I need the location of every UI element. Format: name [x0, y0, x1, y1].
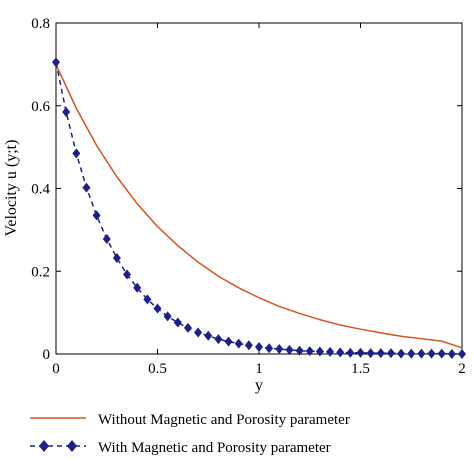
legend-label-with: With Magnetic and Porosity parameter: [98, 440, 331, 456]
series-layer: [52, 57, 466, 359]
data-point-with-magnetic: [92, 210, 101, 221]
data-point-with-magnetic: [52, 57, 60, 68]
y-tick-label: 0: [43, 347, 51, 363]
data-point-with-magnetic: [427, 348, 436, 359]
data-point-with-magnetic: [376, 348, 385, 359]
data-point-with-magnetic: [194, 327, 203, 338]
x-tick-label: 2: [458, 361, 466, 377]
data-point-with-magnetic: [72, 148, 81, 159]
x-tick-label: 1: [255, 361, 263, 377]
legend-marker-with-2: [67, 440, 77, 452]
data-point-with-magnetic: [295, 345, 304, 356]
x-axis-label: y: [255, 377, 263, 394]
data-point-with-magnetic: [366, 348, 375, 359]
data-point-with-magnetic: [386, 348, 395, 359]
data-point-with-magnetic: [62, 106, 71, 117]
series-line-without-magnetic: [55, 64, 463, 349]
data-point-with-magnetic: [123, 269, 132, 280]
data-point-with-magnetic: [397, 348, 406, 359]
data-point-with-magnetic: [244, 340, 253, 351]
data-point-with-magnetic: [437, 348, 446, 359]
data-point-with-magnetic: [285, 344, 294, 355]
data-point-with-magnetic: [447, 349, 456, 359]
y-axis-label: Velocity u (y;t): [3, 140, 20, 237]
data-point-with-magnetic: [255, 341, 263, 352]
data-point-with-magnetic: [153, 303, 162, 314]
data-point-with-magnetic: [214, 334, 223, 345]
data-point-with-magnetic: [173, 317, 182, 328]
data-point-with-magnetic: [163, 311, 172, 322]
y-tick-label: 0.4: [31, 182, 50, 198]
axis-ticks: 0 0.5 1 1.5 2 0 0.2 0.4 0.6 0.8: [31, 16, 466, 377]
data-point-with-magnetic: [275, 344, 284, 355]
data-point-with-magnetic: [234, 338, 243, 349]
data-point-with-magnetic: [336, 347, 345, 358]
plot-frame: [55, 22, 463, 355]
legend-label-without: Without Magnetic and Porosity parameter: [98, 412, 350, 428]
data-point-with-magnetic: [458, 349, 466, 359]
y-tick-label: 0.2: [31, 264, 50, 280]
data-point-with-magnetic: [224, 336, 233, 347]
data-point-with-magnetic: [346, 347, 355, 358]
legend-marker-with-1: [39, 440, 49, 452]
data-point-with-magnetic: [265, 343, 274, 354]
data-point-with-magnetic: [112, 253, 121, 264]
data-point-with-magnetic: [143, 294, 152, 305]
data-point-with-magnetic: [133, 282, 142, 293]
data-point-with-magnetic: [315, 346, 324, 357]
x-tick-label: 0: [52, 361, 60, 377]
series-line-with-magnetic: [55, 62, 462, 355]
data-point-with-magnetic: [305, 346, 314, 357]
data-point-with-magnetic: [102, 233, 111, 244]
x-tick-label: 1.5: [351, 361, 370, 377]
data-point-with-magnetic: [417, 348, 426, 359]
data-point-with-magnetic: [82, 182, 91, 193]
legend: Without Magnetic and Porosity parameter …: [30, 412, 350, 456]
data-point-with-magnetic: [204, 330, 213, 341]
data-point-with-magnetic: [326, 346, 335, 357]
data-point-with-magnetic: [183, 322, 192, 333]
x-tick-label: 0.5: [148, 361, 167, 377]
y-tick-label: 0.8: [31, 16, 50, 32]
data-point-with-magnetic: [356, 347, 365, 358]
y-tick-label: 0.6: [31, 99, 50, 115]
data-point-with-magnetic: [407, 348, 416, 359]
